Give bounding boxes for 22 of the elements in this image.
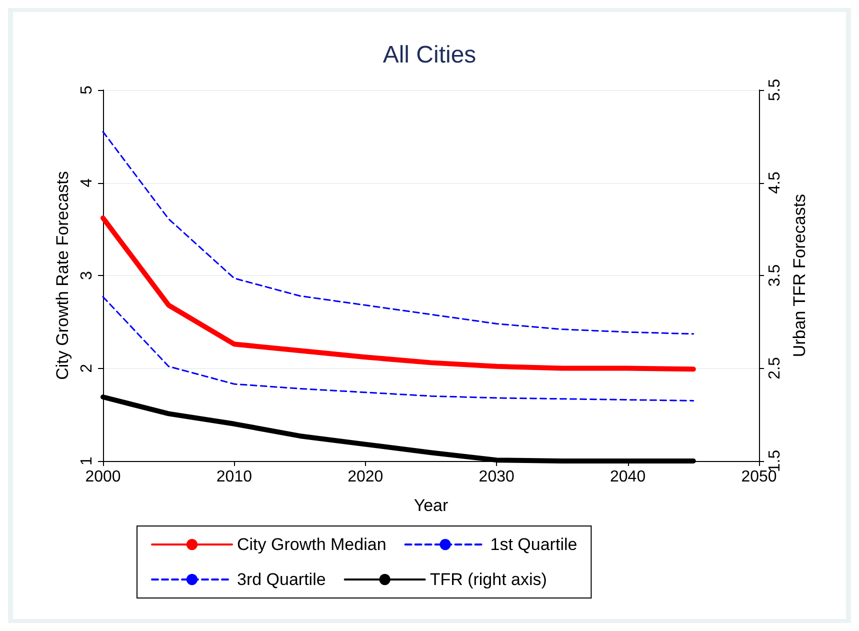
y2-tick-label: 3.5 <box>766 264 784 287</box>
chart-title: All Cities <box>382 42 476 68</box>
x-tick-label: 2010 <box>216 468 252 486</box>
x-tick-label: 2000 <box>85 468 121 486</box>
legend-label: 3rd Quartile <box>237 570 326 589</box>
y-axis-title: City Growth Rate Forecasts <box>53 171 72 380</box>
y-tick-label: 3 <box>78 270 96 280</box>
y2-tick-label: 4.5 <box>766 172 784 194</box>
x-axis-title: Year <box>414 496 449 515</box>
x-tick-label: 2020 <box>348 468 384 486</box>
y2-tick-label: 5.5 <box>766 78 784 102</box>
y-tick-label: 4 <box>78 178 96 188</box>
legend-label: TFR (right axis) <box>430 570 547 589</box>
y2-tick-label: 2.5 <box>766 357 784 380</box>
y-tick-label: 5 <box>78 85 96 94</box>
x-tick-label: 2030 <box>478 468 514 486</box>
y2-axis-title: Urban TFR Forecasts <box>790 194 809 358</box>
y-tick-label: 2 <box>78 364 96 373</box>
x-tick-label: 2040 <box>610 468 646 486</box>
legend-label: City Growth Median <box>237 535 386 554</box>
y-tick-label: 1 <box>78 456 96 466</box>
legend-label: 1st Quartile <box>490 535 578 554</box>
